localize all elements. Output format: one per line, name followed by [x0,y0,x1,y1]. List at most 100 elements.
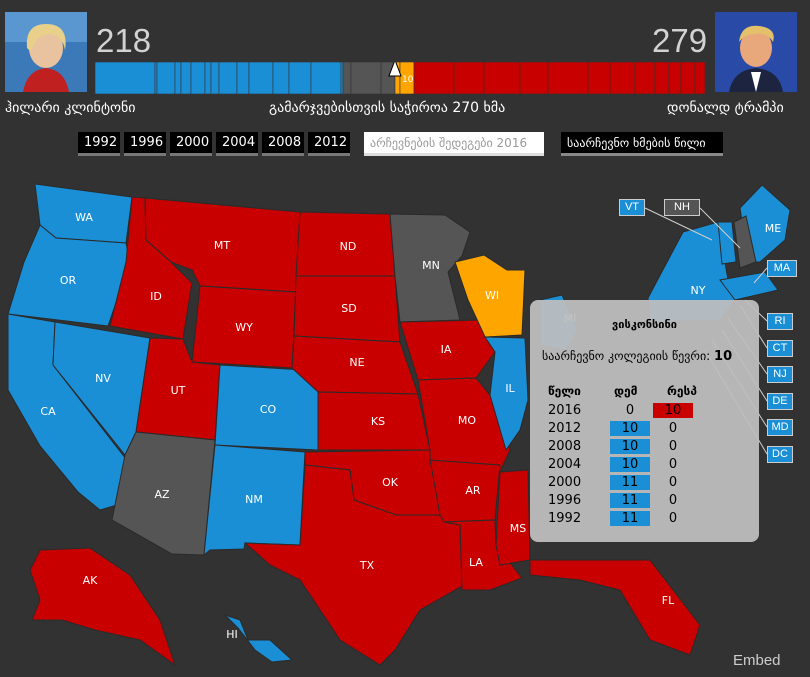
state-az[interactable] [111,431,216,556]
selected-segment-label: 10 [402,75,414,85]
votes-needed-label: გამარჯვებისთვის საჭიროა 270 ხმა [269,100,506,116]
year-button-1992[interactable]: 1992 [78,132,120,156]
state-vt[interactable] [717,221,737,265]
state-nd[interactable] [295,211,396,277]
bar-segment[interactable] [156,62,176,94]
tooltip-dem-value: 11 [610,475,650,490]
tooltip-rep-value: 0 [668,511,678,526]
trump-vote-count: 279 [652,22,708,59]
state-sd[interactable] [293,275,401,343]
tooltip-dem-value: 0 [625,403,635,418]
state-wy[interactable] [191,285,297,369]
state-box-ct[interactable]: CT [767,340,793,357]
majority-marker-icon [388,62,402,77]
electoral-vote-bar: 10 [95,62,705,94]
bar-segment[interactable] [680,62,696,94]
tooltip-year: 2008 [548,439,582,454]
state-connector-line [699,207,741,249]
state-box-md[interactable]: MD [767,419,793,436]
state-box-vt[interactable]: VT [619,199,645,216]
state-wi[interactable] [454,254,526,338]
state-box-de[interactable]: DE [767,393,793,410]
state-ne[interactable] [291,335,419,395]
tooltip-dem-value: 11 [610,493,650,508]
state-box-nh[interactable]: NH [664,199,700,216]
state-box-ri[interactable]: RI [767,313,793,330]
state-ms[interactable] [495,469,531,566]
bar-segment[interactable] [180,62,192,94]
tooltip-year: 1996 [548,493,582,508]
bar-segment[interactable] [210,62,220,94]
tooltip-year: 2016 [548,403,582,418]
state-ma[interactable] [719,271,779,301]
year-button-2012[interactable]: 2012 [308,132,350,156]
bar-segment[interactable] [413,62,455,94]
tooltip-row: 2000 11 0 [530,475,759,491]
year-button-2008[interactable]: 2008 [262,132,304,156]
bar-segment[interactable] [654,62,670,94]
bar-segment[interactable] [587,62,611,94]
tooltip-dem-value: 10 [610,439,650,454]
state-il[interactable] [484,336,529,452]
bar-segment[interactable] [342,62,352,94]
state-ks[interactable] [317,391,431,451]
bar-segment[interactable] [154,62,158,94]
state-ar[interactable] [429,459,501,523]
tooltip-row: 2016 0 10 [530,403,759,419]
bar-segment[interactable] [694,62,705,94]
tooltip-year: 2012 [548,421,582,436]
state-box-nj[interactable]: NJ [767,366,793,383]
state-mn[interactable] [389,213,471,323]
tooltip-ev-value: 10 [714,349,733,364]
embed-link[interactable]: Embed [733,652,781,669]
tooltip-rep-value: 10 [653,403,693,418]
tooltip-dem-value: 10 [610,457,650,472]
year-button-1996[interactable]: 1996 [124,132,166,156]
bar-segment[interactable] [236,62,250,94]
trump-name: დონალდ ტრამპი [667,100,784,116]
state-mo[interactable] [417,377,511,473]
state-hi[interactable] [224,614,294,663]
bar-segment[interactable] [483,62,521,94]
bar-segment[interactable] [204,62,212,94]
state-connector-line [644,207,713,241]
bar-segment[interactable] [547,62,589,94]
tooltip-col-rep: რესპ [667,384,697,398]
bar-segment[interactable] [218,62,238,94]
state-fl[interactable] [529,559,701,656]
state-tooltip: ვისკონსინი საარჩევნო კოლეგიის წევრი: 10 … [530,300,759,542]
bar-segment[interactable] [668,62,682,94]
bar-segment[interactable] [95,62,156,94]
tooltip-row: 2008 10 0 [530,439,759,455]
tooltip-rep-value: 0 [668,493,678,508]
bar-segment[interactable] [272,62,290,94]
state-la[interactable] [443,519,523,591]
state-ia[interactable] [399,319,496,381]
bar-segment[interactable] [288,62,312,94]
tooltip-rep-value: 0 [668,457,678,472]
bar-segment[interactable] [350,62,382,94]
tooltip-rep-value: 0 [668,475,678,490]
state-nh[interactable] [733,215,757,269]
bar-segment[interactable] [519,62,549,94]
state-nm[interactable] [203,444,306,557]
year-button-2004[interactable]: 2004 [216,132,258,156]
state-box-dc[interactable]: DC [767,446,793,463]
bar-segment[interactable] [453,62,485,94]
state-box-ma[interactable]: MA [767,260,797,277]
state-ak[interactable] [29,547,176,667]
bar-segment[interactable] [174,62,182,94]
bar-segment[interactable] [190,62,206,94]
clinton-photo [5,12,87,92]
tooltip-state-name: ვისკონსინი [612,318,677,331]
results-2016-button[interactable]: არჩევნების შედეგები 2016 [364,132,544,156]
year-button-2000[interactable]: 2000 [170,132,212,156]
bar-segment[interactable] [634,62,656,94]
vote-weight-button[interactable]: საარჩევნო ხმების წილი [561,132,723,156]
bar-segment[interactable] [310,62,342,94]
bar-segment[interactable] [248,62,274,94]
trump-photo [715,12,797,92]
tooltip-col-year: წელი [548,384,581,398]
bar-segment[interactable] [609,62,636,94]
state-connector-line [753,267,768,284]
